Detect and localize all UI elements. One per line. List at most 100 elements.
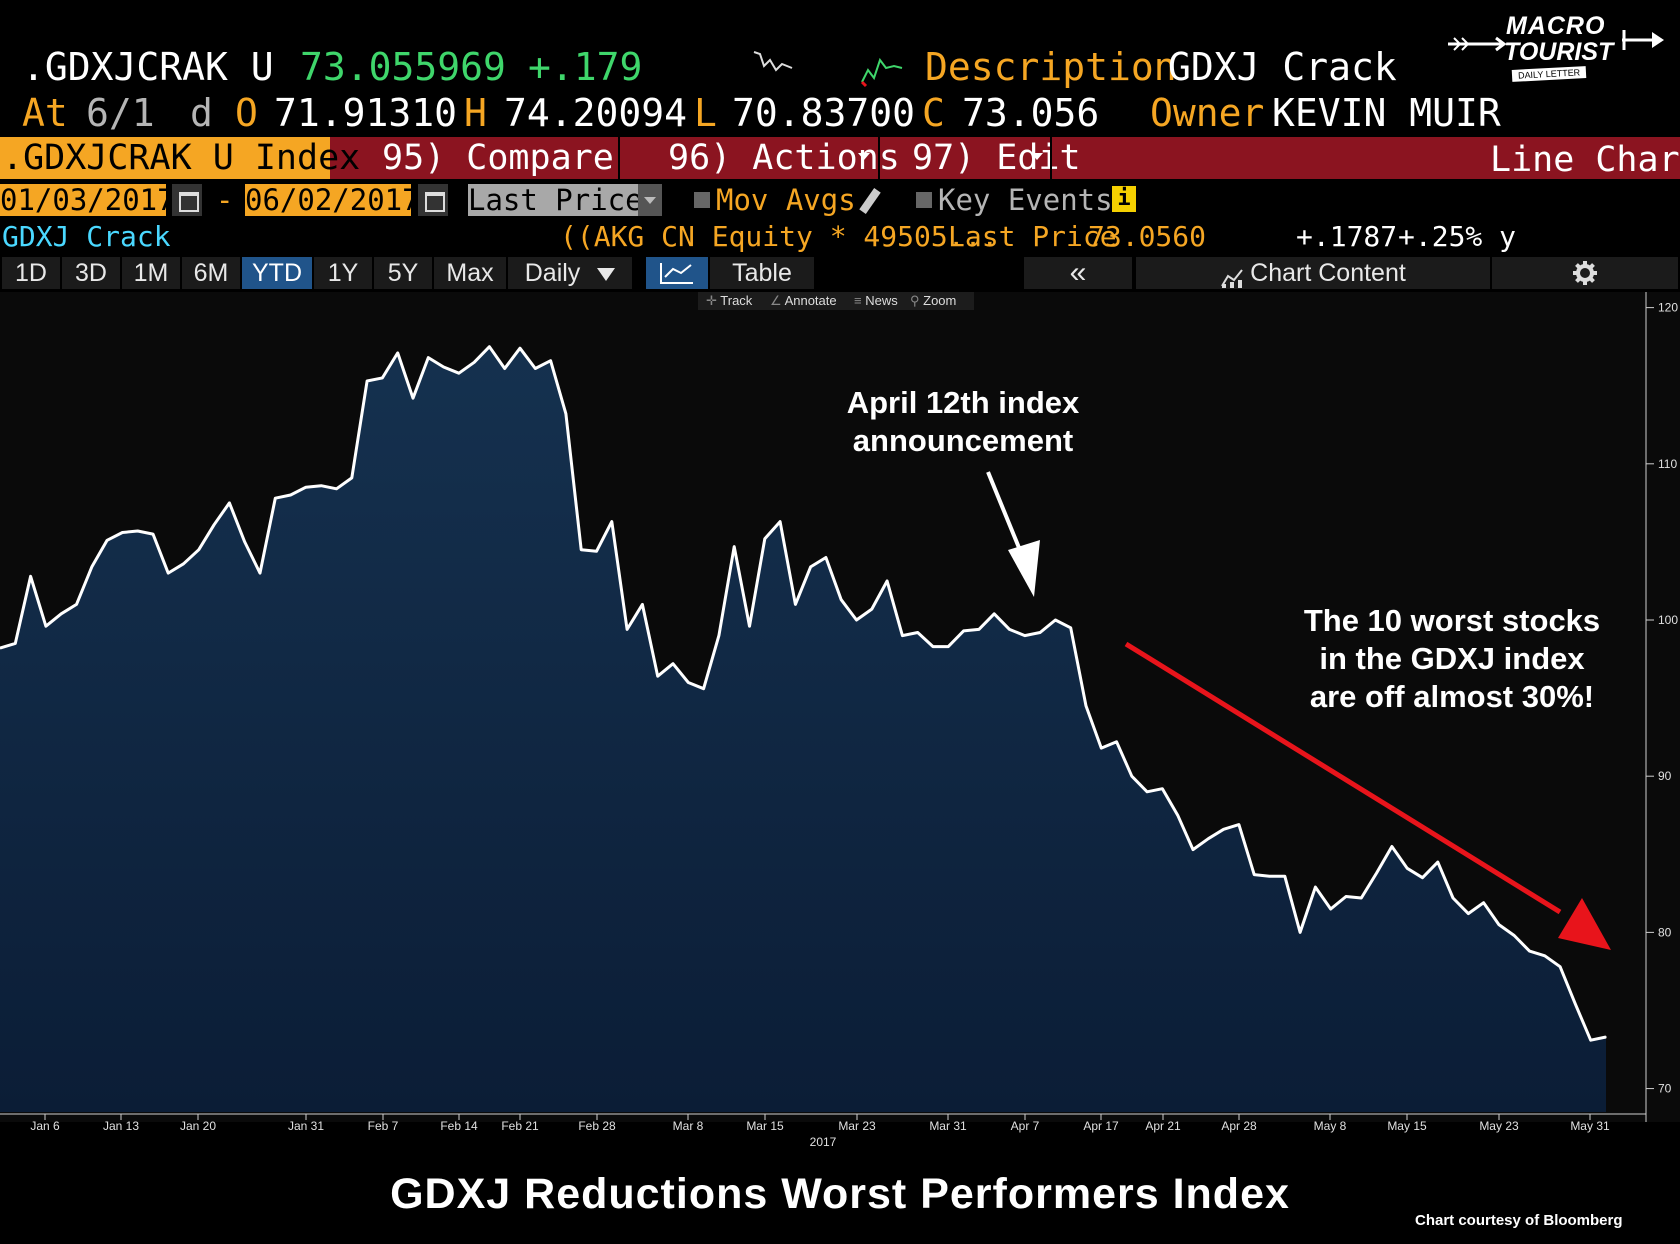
period-1m[interactable]: 1M: [122, 257, 180, 289]
series-point: [29, 575, 32, 578]
annotate-tool[interactable]: ∠ Annotate: [770, 293, 837, 308]
pencil-icon[interactable]: [859, 188, 881, 214]
worst-annotation: The 10 worst stocks in the GDXJ index ar…: [1252, 602, 1652, 716]
april-annotation-line2: announcement: [852, 423, 1074, 458]
sparkline-white-icon: [753, 51, 793, 72]
info-icon[interactable]: i: [1112, 186, 1136, 212]
april-arrow-head: [1008, 540, 1040, 597]
field-select-caret-icon[interactable]: [638, 184, 662, 216]
series-point: [1513, 934, 1515, 937]
period-5y[interactable]: 5Y: [374, 257, 432, 289]
series-point: [825, 556, 827, 559]
series-point: [580, 548, 582, 551]
series-point: [534, 367, 537, 370]
last-price-value: 73.0560: [1088, 220, 1207, 253]
at-label: At: [22, 91, 68, 135]
series-point: [1345, 895, 1347, 898]
settings-gear-icon[interactable]: [1492, 257, 1678, 289]
x-tick-label: Feb 7: [368, 1119, 399, 1133]
x-tick-label: Jan 13: [103, 1119, 139, 1133]
macro-tourist-logo: MACRO TOURIST DAILY LETTER: [1448, 8, 1678, 88]
series-point: [702, 687, 705, 690]
period-6m[interactable]: 6M: [182, 257, 240, 289]
x-tick-label: Feb 28: [578, 1119, 616, 1133]
sparkline-color-icon: [860, 57, 903, 88]
d-label: d: [190, 91, 213, 135]
edit-button[interactable]: 97) Edit: [912, 138, 1081, 178]
compare-button[interactable]: 95) Compare: [382, 138, 614, 178]
last-price-label: Last Price: [948, 220, 1117, 253]
key-events-label: Key Events: [938, 183, 1113, 217]
series-point: [305, 486, 307, 488]
series-point: [1559, 965, 1561, 968]
index-label-box[interactable]: .GDXJCRAK U Index: [0, 137, 360, 179]
series-point: [901, 634, 904, 637]
end-calendar-icon[interactable]: [418, 184, 448, 216]
track-tool[interactable]: ✛ Track: [706, 293, 753, 308]
edit-caret-icon: [1031, 153, 1043, 160]
series-point: [228, 502, 231, 504]
chart-content-button[interactable]: Chart Content: [1136, 257, 1490, 289]
mini-toolbar: ✛ Track ∠ Annotate ≡ News ⚲ Zoom: [698, 292, 974, 310]
y-tick-label: 90: [1658, 769, 1672, 783]
news-tool[interactable]: ≡ News: [854, 293, 898, 308]
frequency-caret-icon: [597, 267, 616, 281]
frequency-select[interactable]: Daily: [508, 257, 632, 289]
series-point: [274, 497, 277, 499]
track-label: Track: [720, 293, 753, 308]
series-point: [1452, 897, 1454, 899]
description-value: GDXJ Crack: [1168, 45, 1397, 89]
series-point: [687, 681, 690, 684]
chart-content-label: Chart Content: [1250, 259, 1406, 287]
series-point: [886, 580, 888, 582]
y-tick-label: 80: [1658, 925, 1672, 939]
x-tick-label: Apr 21: [1145, 1119, 1181, 1133]
table-view-button[interactable]: Table: [710, 257, 814, 289]
period-ytd[interactable]: YTD: [242, 257, 312, 289]
period-1y[interactable]: 1Y: [314, 257, 372, 289]
logo-line2: TOURIST: [1504, 38, 1614, 66]
series-point: [1314, 886, 1317, 888]
x-tick-label: Apr 17: [1083, 1119, 1119, 1133]
april-annotation: April 12th index announcement: [780, 384, 1146, 460]
series-point: [1391, 845, 1393, 848]
date-dash: -: [216, 183, 234, 217]
high-value: 74.20094: [504, 91, 688, 135]
period-max[interactable]: Max: [434, 257, 506, 289]
start-calendar-icon[interactable]: [172, 184, 202, 216]
mov-avgs-checkbox[interactable]: [694, 192, 710, 208]
series-point: [1284, 875, 1286, 877]
key-events-checkbox[interactable]: [916, 192, 932, 208]
x-tick-label: Mar 31: [929, 1119, 967, 1133]
collapse-button[interactable]: «: [1024, 257, 1132, 289]
series-point: [60, 613, 62, 615]
x-tick-label: Jan 6: [30, 1119, 60, 1133]
series-point: [1498, 923, 1500, 926]
series-point: [1299, 931, 1301, 934]
april-annotation-line1: April 12th index: [846, 385, 1080, 420]
series-point: [1222, 828, 1225, 831]
period-1d[interactable]: 1D: [2, 257, 60, 289]
series-point: [595, 550, 598, 553]
field-select[interactable]: Last Price: [468, 183, 643, 217]
series-point: [136, 530, 139, 532]
zoom-tool[interactable]: ⚲ Zoom: [910, 293, 957, 308]
series-line: [0, 345, 1607, 1042]
series-point: [1207, 837, 1210, 840]
start-date-input[interactable]: 01/03/2017: [0, 183, 175, 217]
series-point: [519, 347, 521, 349]
series-point: [932, 645, 934, 648]
end-date-input[interactable]: 06/02/2017: [245, 183, 420, 217]
logo-arrow-left-icon: [1448, 36, 1507, 52]
period-3d[interactable]: 3D: [62, 257, 120, 289]
series-point: [412, 397, 414, 399]
series-point: [718, 634, 720, 637]
chart-type-label[interactable]: Line Chart: [1490, 140, 1680, 180]
period-toolbar: 1D 3D 1M 6M YTD 1Y 5Y Max Daily Table « …: [0, 257, 1680, 289]
series-point: [1329, 908, 1332, 910]
x-tick-label: Jan 31: [288, 1119, 324, 1133]
line-chart-view-icon[interactable]: [646, 257, 708, 289]
x-tick-label: Mar 23: [838, 1119, 876, 1133]
series-point: [473, 361, 476, 364]
series-point: [91, 566, 93, 568]
